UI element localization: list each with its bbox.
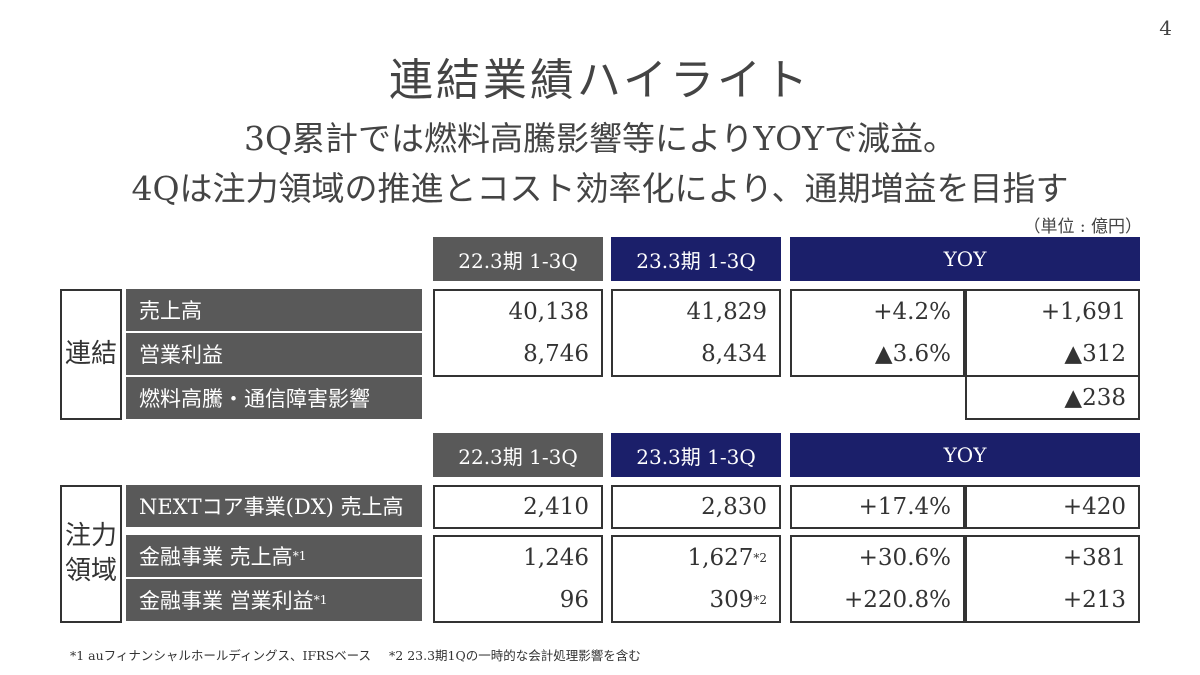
finance-yoy-pct-box: +30.6% +220.8% [790,535,965,623]
cell-sales-curr: 41,829 [686,299,767,325]
finance-yoy-abs-box: +381 +213 [965,535,1140,623]
header-yoy: YOY [790,237,1140,281]
cell-sales-yoy-pct: +4.2% [873,299,951,325]
cell-finance-op-yoy-pct: +220.8% [844,587,951,613]
row-label-fuel-impact: 燃料高騰・通信障害影響 [126,377,422,419]
nextcore-yoy-abs-box: +420 [965,485,1140,529]
group-label-focus: 注力 領域 [60,485,122,623]
cell-op-income-curr: 8,434 [701,341,767,367]
header-prev-period: 22.3期 1-3Q [433,237,603,281]
group-label-focus-line2: 領域 [64,556,117,586]
footnotes: *1 auフィナンシャルホールディングス、IFRSベース *2 23.3期1Qの… [70,645,655,664]
cell-nextcore-yoy-pct: +17.4% [858,494,951,520]
page-title: 連結業績ハイライト [388,55,812,106]
cell-nextcore-prev: 2,410 [523,494,589,520]
nextcore-yoy-pct-box: +17.4% [790,485,965,529]
consolidated-yoy-pct: +4.2% ▲3.6% [790,289,965,377]
cell-nextcore-curr: 2,830 [701,494,767,520]
subtitle-line-2: 4Qは注力領域の推進とコスト効率化により、通期増益を目指す [131,169,1069,208]
footnote-1: *1 auフィナンシャルホールディングス、IFRSベース [70,648,372,663]
cell-finance-op-curr: 309 *2 [709,587,767,613]
row-label-sales: 売上高 [126,289,422,331]
row-label-finance-op-income: 金融事業 営業利益 *1 [126,579,422,621]
cell-finance-op-yoy-abs: +213 [1062,587,1126,613]
finance-prev-box: 1,246 96 [433,535,603,623]
cell-finance-sales-yoy-abs: +381 [1062,545,1126,571]
nextcore-curr-box: 2,830 [611,485,781,529]
header-yoy-2: YOY [790,433,1140,477]
consolidated-prev-values: 40,138 8,746 [433,289,603,377]
cell-nextcore-yoy-abs: +420 [1062,494,1126,520]
subtitle-line-1: 3Q累計では燃料高騰影響等によりYOYで減益。 [243,119,956,158]
header-current-period-2: 23.3期 1-3Q [611,433,781,477]
cell-op-income-prev: 8,746 [523,341,589,367]
cell-sales-yoy-abs: +1,691 [1040,299,1126,325]
unit-note: （単位 : 億円） [1023,217,1142,237]
cell-finance-sales-prev: 1,246 [523,545,589,571]
nextcore-prev-box: 2,410 [433,485,603,529]
header-current-period: 23.3期 1-3Q [611,237,781,281]
header-prev-period-2: 22.3期 1-3Q [433,433,603,477]
cell-finance-op-prev: 96 [559,587,589,613]
consolidated-yoy-abs: +1,691 ▲312 ▲238 [965,289,1140,420]
row-label-nextcore-sales: NEXTコア事業(DX) 売上高 [126,485,422,527]
page-number: 4 [1159,16,1172,40]
consolidated-curr-values: 41,829 8,434 [611,289,781,377]
cell-op-income-yoy-abs: ▲312 [1064,341,1126,367]
cell-finance-sales-yoy-pct: +30.6% [858,545,951,571]
cell-sales-prev: 40,138 [508,299,589,325]
row-label-operating-income: 営業利益 [126,333,422,375]
finance-curr-box: 1,627 *2 309 *2 [611,535,781,623]
group-label-consolidated: 連結 [60,289,122,420]
consolidated-labels: 売上高 営業利益 燃料高騰・通信障害影響 [126,289,422,419]
focus-labels: NEXTコア事業(DX) 売上高 金融事業 売上高 *1 金融事業 営業利益 *1 [126,485,422,621]
footnote-2: *2 23.3期1Qの一時的な会計処理影響を含む [389,648,641,663]
cell-op-income-yoy-pct: ▲3.6% [874,341,951,367]
group-label-focus-line1: 注力 [64,520,117,551]
cell-fuel-impact-yoy-abs: ▲238 [967,375,1138,418]
cell-finance-sales-curr: 1,627 *2 [687,545,768,571]
row-label-finance-sales: 金融事業 売上高 *1 [126,535,422,577]
